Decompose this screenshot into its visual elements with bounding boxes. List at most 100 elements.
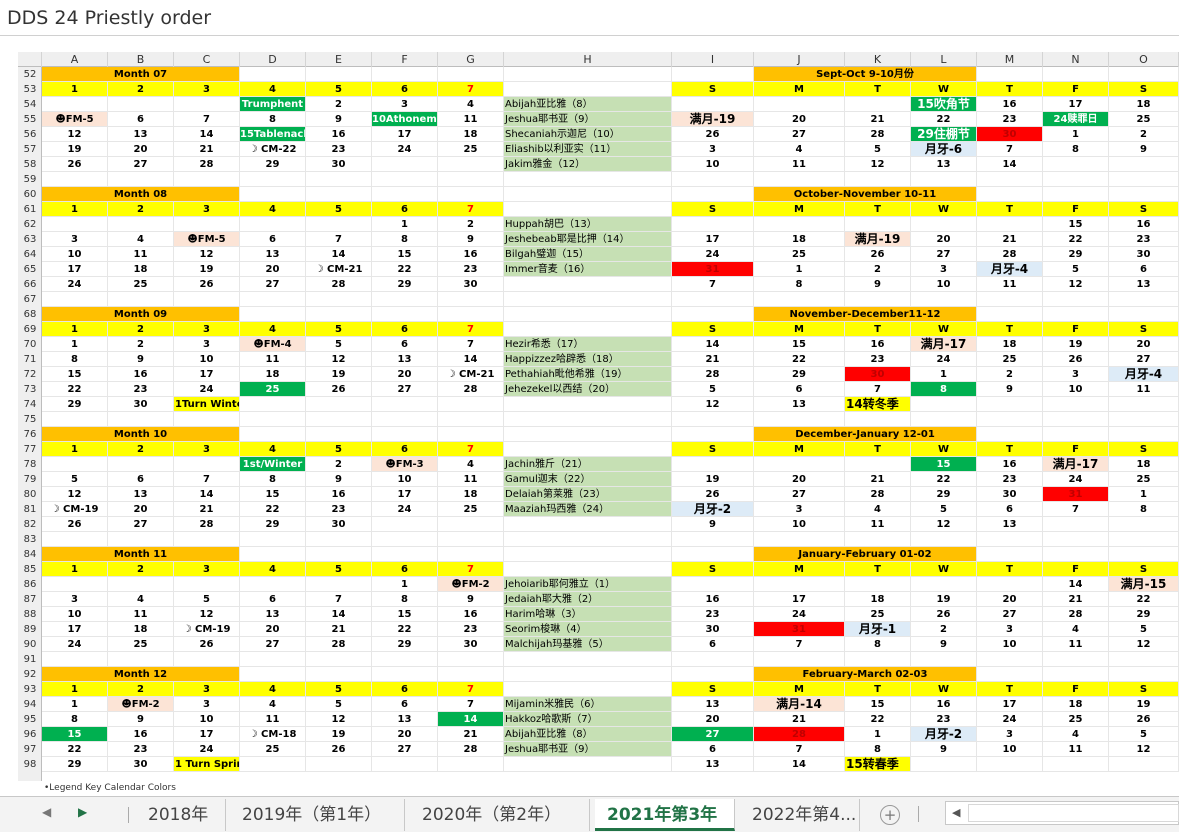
row-header[interactable]: 90 <box>23 639 37 650</box>
calendar-cell[interactable]: 3 <box>174 682 240 697</box>
calendar-cell[interactable]: 1 <box>1043 127 1109 142</box>
sheet-tab[interactable]: 2021年第3年 <box>595 799 735 831</box>
calendar-cell[interactable]: 7 <box>174 472 240 487</box>
calendar-cell[interactable]: 7 <box>672 277 754 292</box>
calendar-cell[interactable]: 5 <box>911 502 977 517</box>
priest-cell[interactable]: Immer音麦（16） <box>504 262 672 277</box>
calendar-cell[interactable]: 4 <box>108 592 174 607</box>
cell[interactable] <box>504 547 672 562</box>
calendar-cell[interactable]: 8 <box>911 382 977 397</box>
row-header[interactable]: 83 <box>23 534 37 545</box>
calendar-cell[interactable]: 7 <box>754 742 845 757</box>
cell[interactable] <box>240 547 306 562</box>
calendar-cell[interactable]: 25 <box>108 277 174 292</box>
calendar-cell[interactable]: 16 <box>306 487 372 502</box>
calendar-cell[interactable]: 1 <box>42 202 108 217</box>
calendar-cell[interactable]: 23 <box>306 142 372 157</box>
calendar-cell[interactable]: 26 <box>672 127 754 142</box>
calendar-cell[interactable]: 6 <box>372 337 438 352</box>
calendar-cell[interactable]: 21 <box>845 112 911 127</box>
row-header[interactable]: 66 <box>23 279 37 290</box>
calendar-cell[interactable]: 3 <box>977 622 1043 637</box>
row-header[interactable]: 58 <box>23 159 37 170</box>
next-sheet-icon[interactable]: ▶ <box>78 805 88 819</box>
calendar-cell[interactable]: 6 <box>672 742 754 757</box>
calendar-cell[interactable]: 1 Turn Spring <box>174 757 240 772</box>
calendar-cell[interactable]: 27 <box>1109 352 1179 367</box>
calendar-cell[interactable]: 21 <box>174 502 240 517</box>
calendar-cell[interactable]: 满月-17 <box>1043 457 1109 472</box>
cell[interactable] <box>42 97 108 112</box>
cell[interactable] <box>306 397 372 412</box>
cell[interactable] <box>108 217 174 232</box>
cell[interactable] <box>306 577 372 592</box>
calendar-cell[interactable]: 8 <box>240 112 306 127</box>
calendar-cell[interactable]: T <box>845 322 911 337</box>
calendar-cell[interactable]: 28 <box>845 487 911 502</box>
calendar-cell[interactable]: 29 <box>42 757 108 772</box>
cell[interactable] <box>1043 757 1109 772</box>
calendar-cell[interactable]: 7 <box>438 337 504 352</box>
cell[interactable] <box>977 667 1043 682</box>
calendar-cell[interactable]: 3 <box>42 232 108 247</box>
calendar-cell[interactable]: 24 <box>672 247 754 262</box>
calendar-cell[interactable]: 6 <box>1109 262 1179 277</box>
cell[interactable] <box>438 547 504 562</box>
calendar-cell[interactable]: 19 <box>1043 337 1109 352</box>
calendar-cell[interactable]: 5 <box>306 202 372 217</box>
calendar-cell[interactable]: 19 <box>174 262 240 277</box>
calendar-cell[interactable]: 7 <box>754 637 845 652</box>
calendar-cell[interactable]: 9 <box>911 637 977 652</box>
cell[interactable] <box>504 397 672 412</box>
calendar-cell[interactable]: 月牙-1 <box>845 622 911 637</box>
calendar-cell[interactable]: 23 <box>108 742 174 757</box>
calendar-cell[interactable]: 4 <box>240 562 306 577</box>
cell[interactable] <box>42 577 108 592</box>
cell[interactable] <box>672 532 754 547</box>
row-header[interactable]: 62 <box>23 219 37 230</box>
cell[interactable] <box>504 412 672 427</box>
calendar-cell[interactable]: 24赎罪日 <box>1043 112 1109 127</box>
calendar-cell[interactable]: 9 <box>108 712 174 727</box>
calendar-cell[interactable]: 27 <box>108 157 174 172</box>
calendar-cell[interactable]: ☽ CM-22 <box>240 142 306 157</box>
calendar-cell[interactable]: 29 <box>911 487 977 502</box>
cell[interactable] <box>672 97 754 112</box>
row-header[interactable]: 61 <box>23 204 37 215</box>
calendar-cell[interactable]: 1 <box>42 442 108 457</box>
calendar-cell[interactable]: 23 <box>108 382 174 397</box>
row-header[interactable]: 84 <box>23 549 37 560</box>
calendar-cell[interactable]: 4 <box>240 682 306 697</box>
calendar-cell[interactable]: 1 <box>372 217 438 232</box>
calendar-cell[interactable]: 21 <box>754 712 845 727</box>
cell[interactable] <box>911 577 977 592</box>
cell[interactable] <box>240 577 306 592</box>
calendar-cell[interactable]: 16 <box>108 727 174 742</box>
cell[interactable] <box>438 757 504 772</box>
calendar-cell[interactable]: 8 <box>1043 142 1109 157</box>
calendar-cell[interactable]: 15转春季 <box>845 757 911 772</box>
row-header[interactable]: 76 <box>23 429 37 440</box>
cell[interactable] <box>1043 292 1109 307</box>
calendar-cell[interactable]: T <box>977 562 1043 577</box>
calendar-cell[interactable]: 2 <box>306 457 372 472</box>
calendar-cell[interactable]: 23 <box>845 352 911 367</box>
cell[interactable] <box>438 67 504 82</box>
cell[interactable] <box>911 532 977 547</box>
calendar-cell[interactable]: 8 <box>845 742 911 757</box>
calendar-cell[interactable]: 7 <box>845 382 911 397</box>
cell[interactable] <box>672 172 754 187</box>
row-header[interactable]: 80 <box>23 489 37 500</box>
calendar-cell[interactable]: 29 <box>1109 607 1179 622</box>
calendar-cell[interactable]: 28 <box>306 637 372 652</box>
cell[interactable] <box>372 67 438 82</box>
cell[interactable] <box>1043 667 1109 682</box>
cell[interactable] <box>306 412 372 427</box>
calendar-cell[interactable]: 22 <box>845 712 911 727</box>
cell[interactable] <box>306 547 372 562</box>
calendar-cell[interactable]: 9 <box>845 277 911 292</box>
calendar-cell[interactable]: 28 <box>1043 607 1109 622</box>
cell[interactable] <box>977 757 1043 772</box>
calendar-cell[interactable]: 11 <box>108 247 174 262</box>
calendar-cell[interactable]: 4 <box>1043 727 1109 742</box>
